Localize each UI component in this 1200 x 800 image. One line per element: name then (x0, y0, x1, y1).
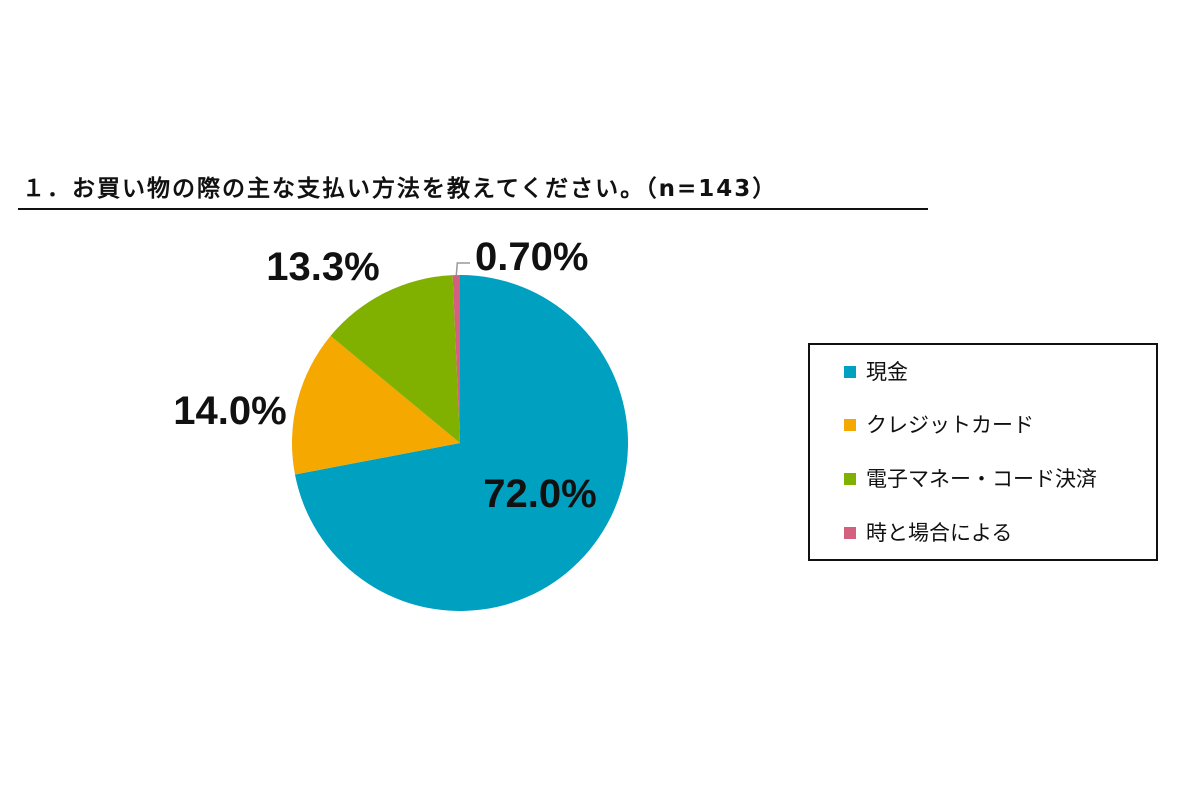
legend-swatch-credit-card (844, 419, 856, 431)
slice-label-credit-card: 14.0% (173, 389, 286, 433)
legend-item-credit-card: クレジットカード (844, 411, 1034, 439)
legend-swatch-cash (844, 366, 856, 378)
legend-label-cash: 現金 (866, 360, 908, 384)
slice-labels: 72.0% 14.0% 13.3% 0.70% (173, 235, 596, 516)
slice-label-cash: 72.0% (483, 472, 596, 516)
legend-swatch-e-money (844, 473, 856, 485)
pie-slice-e-money (330, 275, 460, 443)
legend-item-cash: 現金 (844, 358, 908, 386)
title-underline (18, 208, 928, 210)
pie-slice-depends (452, 275, 460, 443)
slice-label-e-money: 13.3% (266, 245, 379, 289)
leader-line (455, 262, 470, 276)
legend: 現金 クレジットカード 電子マネー・コード決済 時と場合による (808, 343, 1158, 561)
slice-label-depends: 0.70% (475, 235, 588, 279)
legend-label-credit-card: クレジットカード (866, 413, 1034, 437)
legend-item-e-money: 電子マネー・コード決済 (844, 465, 1097, 493)
legend-label-depends: 時と場合による (866, 521, 1013, 545)
pie-slice-credit-card (292, 335, 460, 475)
pie-slice-cash (294, 275, 629, 611)
chart-title: １．お買い物の際の主な支払い方法を教えてください。（n=143） (22, 176, 778, 202)
legend-label-e-money: 電子マネー・コード決済 (866, 467, 1097, 491)
legend-swatch-depends (844, 527, 856, 539)
legend-item-depends: 時と場合による (844, 519, 1012, 547)
pie-slices (292, 275, 629, 611)
